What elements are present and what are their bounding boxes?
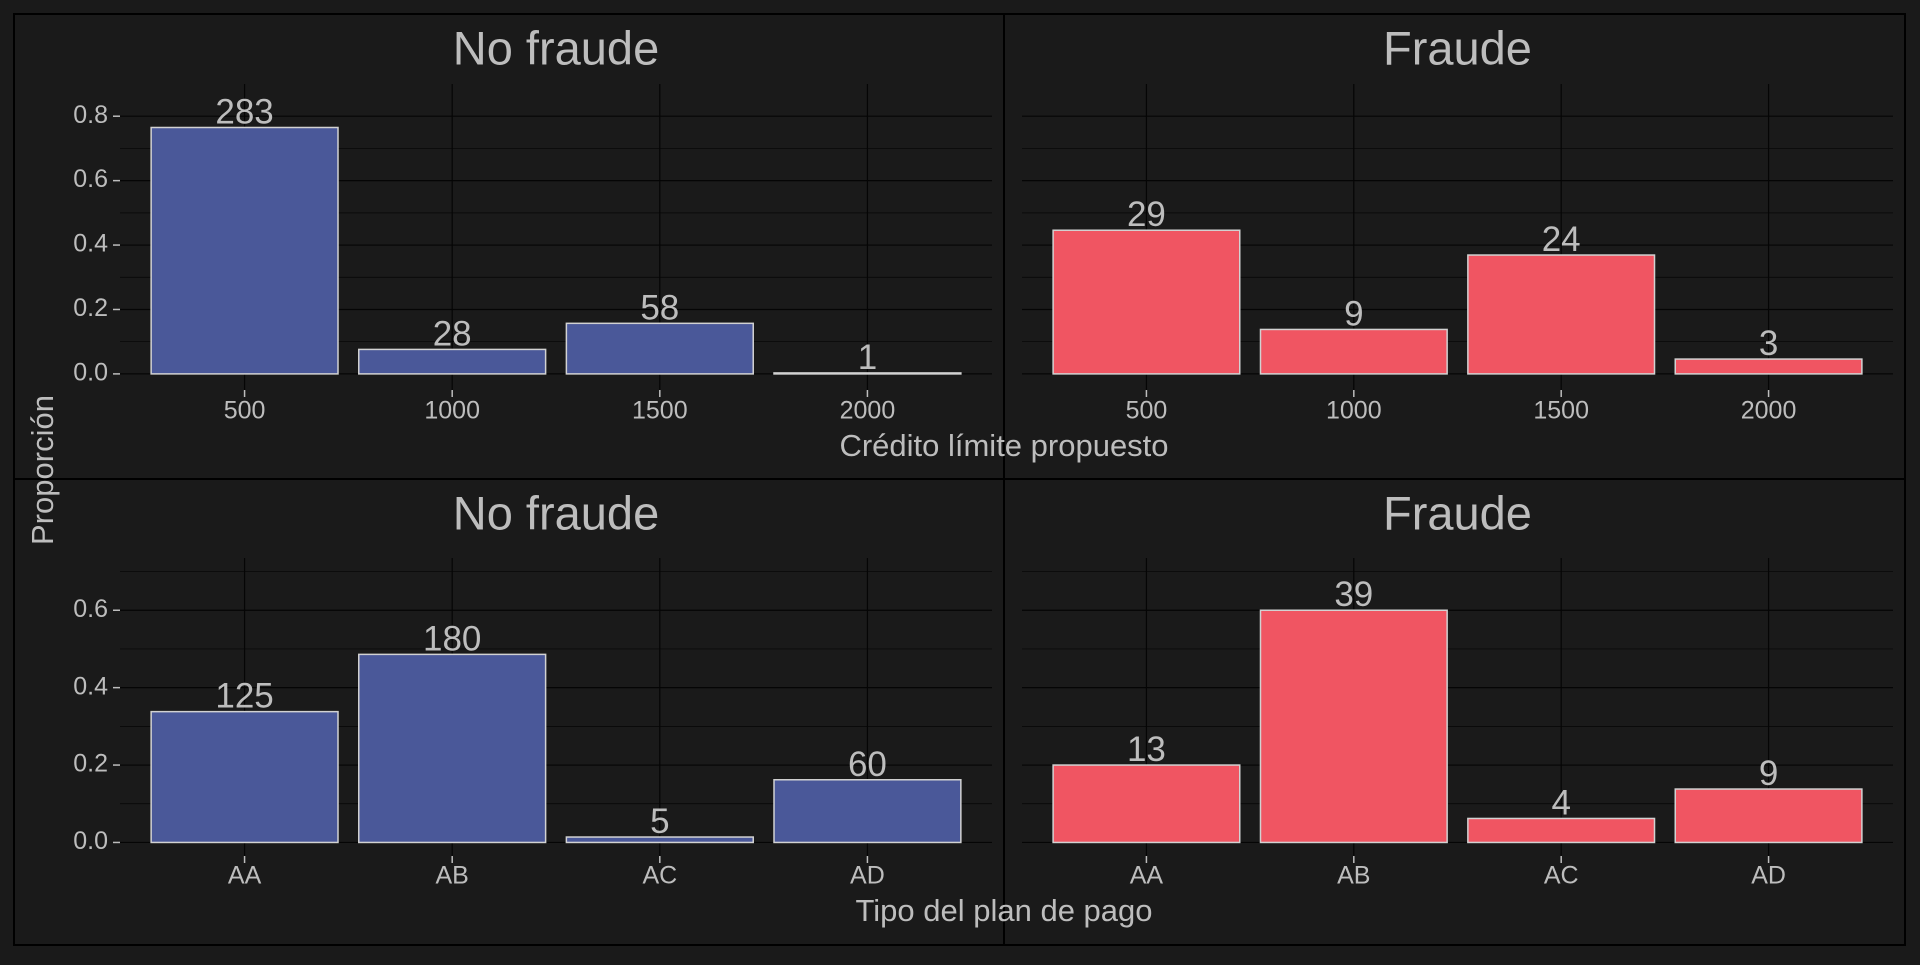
panel-2: Fraude 29 500 9 1000 24 1500 3 2000 bbox=[1022, 21, 1893, 425]
data-label: 125 bbox=[215, 677, 273, 716]
x-tick-label: 2000 bbox=[1741, 397, 1797, 425]
x-tick-label: AB bbox=[1337, 862, 1370, 890]
bar-AC bbox=[1467, 817, 1656, 844]
x-axis-label: Crédito límite propuesto bbox=[839, 428, 1168, 463]
panel-title: No fraude bbox=[453, 486, 659, 539]
x-tick-label: AA bbox=[228, 862, 262, 890]
y-axis-label: Proporción bbox=[25, 395, 60, 545]
x-tick-label: AC bbox=[642, 862, 677, 890]
x-tick-label: AC bbox=[1544, 862, 1579, 890]
data-label: 28 bbox=[433, 314, 472, 353]
y-tick-label: 0.6 bbox=[73, 165, 108, 193]
data-label: 180 bbox=[423, 619, 481, 658]
panel-4: Fraude 13 AA 39 AB 4 AC 9 AD bbox=[1022, 486, 1893, 890]
bar-AB bbox=[358, 653, 547, 844]
data-label: 29 bbox=[1127, 195, 1166, 234]
data-label: 5 bbox=[650, 802, 669, 841]
y-tick-label: 0.4 bbox=[73, 230, 108, 258]
x-tick-label: 1000 bbox=[424, 397, 480, 425]
y-tick-label: 0.2 bbox=[73, 294, 108, 322]
data-label: 39 bbox=[1334, 575, 1373, 614]
data-label: 4 bbox=[1551, 783, 1570, 822]
panel-3: No fraude 0.0 0.2 0.4 0.6 125 AA 180 AB 5 AC 60 AD Ti… bbox=[73, 486, 1152, 928]
data-label: 3 bbox=[1759, 324, 1778, 363]
bar-1000 bbox=[358, 348, 547, 375]
x-tick-label: 1500 bbox=[1533, 397, 1589, 425]
x-tick-label: AA bbox=[1130, 862, 1164, 890]
bar-AC bbox=[565, 836, 754, 844]
data-label: 1 bbox=[858, 338, 877, 377]
bar-AA bbox=[150, 710, 339, 844]
y-tick-label: 0.2 bbox=[73, 750, 108, 778]
data-label: 13 bbox=[1127, 730, 1166, 769]
data-label: 24 bbox=[1542, 220, 1581, 259]
x-tick-label: 2000 bbox=[840, 397, 896, 425]
bar-500 bbox=[1052, 229, 1241, 375]
panel-title: Fraude bbox=[1383, 486, 1532, 539]
y-tick-label: 0.6 bbox=[73, 595, 108, 623]
x-tick-label: AB bbox=[436, 862, 469, 890]
x-tick-label: AD bbox=[1751, 862, 1786, 890]
y-tick-label: 0.0 bbox=[73, 827, 108, 855]
panel-title: Fraude bbox=[1383, 21, 1532, 74]
x-tick-label: 500 bbox=[224, 397, 266, 425]
bar-AD bbox=[1674, 788, 1863, 844]
y-tick-label: 0.0 bbox=[73, 359, 108, 387]
bar-2000 bbox=[1674, 358, 1863, 375]
data-label: 283 bbox=[215, 92, 273, 131]
x-tick-label: 500 bbox=[1126, 397, 1168, 425]
x-tick-label: 1500 bbox=[632, 397, 688, 425]
data-label: 58 bbox=[640, 288, 679, 327]
data-label: 60 bbox=[848, 745, 887, 784]
x-axis-label: Tipo del plan de pago bbox=[855, 893, 1152, 928]
bar-1000 bbox=[1259, 328, 1448, 375]
bar-AA bbox=[1052, 764, 1241, 844]
bar-AD bbox=[773, 779, 962, 844]
bar-1500 bbox=[1467, 254, 1656, 375]
y-tick-label: 0.8 bbox=[73, 101, 108, 129]
x-tick-label: AD bbox=[850, 862, 885, 890]
y-tick-label: 0.4 bbox=[73, 672, 108, 700]
bar-500 bbox=[150, 126, 339, 375]
panel-title: No fraude bbox=[453, 21, 659, 74]
bar-AB bbox=[1259, 609, 1448, 844]
data-label: 9 bbox=[1344, 294, 1363, 333]
bar-1500 bbox=[565, 322, 754, 375]
bar-2000 bbox=[773, 372, 962, 375]
x-tick-label: 1000 bbox=[1326, 397, 1382, 425]
data-label: 9 bbox=[1759, 754, 1778, 793]
